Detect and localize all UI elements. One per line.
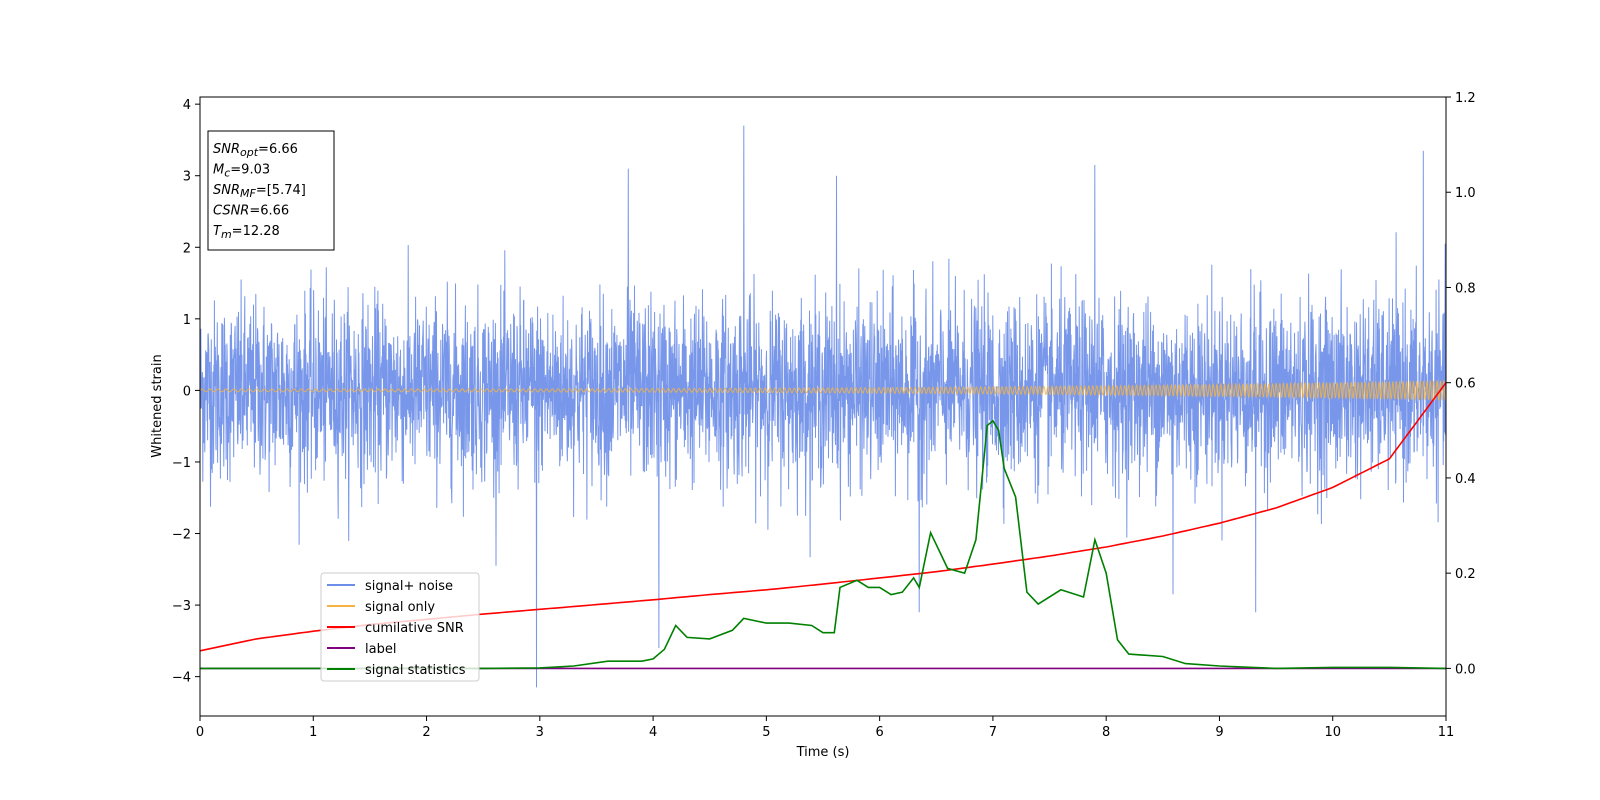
stats-annotation-box: SNRopt=6.66 Mc=9.03 SNRMF=[5.74] CSNR=6.66 T… — [207, 130, 335, 251]
y2-tick-label: 0.0 — [1455, 662, 1476, 677]
y-tick-label: −4 — [172, 671, 191, 686]
legend-entry: cumilative SNR — [365, 621, 464, 636]
series-signal-statistics — [200, 419, 1446, 670]
x-tick-label: 10 — [1324, 725, 1341, 740]
x-tick-label: 2 — [422, 725, 430, 740]
y-tick-label: 0 — [183, 384, 191, 399]
x-axis-label: Time (s) — [796, 745, 850, 760]
x-tick-label: 6 — [875, 725, 883, 740]
y-tick-label: 2 — [183, 241, 191, 256]
legend-entry: signal statistics — [365, 663, 466, 678]
y2-tick-label: 0.2 — [1455, 567, 1476, 582]
x-tick-label: 9 — [1215, 725, 1223, 740]
x-tick-label: 3 — [536, 725, 544, 740]
x-tick-label: 7 — [989, 725, 997, 740]
y2-tick-label: 1.0 — [1455, 186, 1476, 201]
series-signal-only — [200, 379, 1446, 402]
y-tick-label: 3 — [183, 170, 191, 185]
legend-entry: label — [365, 642, 396, 657]
annotation-line: Tm=12.28 — [213, 224, 280, 241]
annotation-line: SNRopt=6.66 — [213, 142, 298, 159]
y-tick-label: −2 — [172, 528, 191, 543]
plot-frame — [199, 96, 1447, 717]
y2-tick-label: 1.2 — [1455, 91, 1476, 106]
annotation-line: SNRMF=[5.74] — [213, 183, 306, 200]
y-axis-label: Whitened strain — [150, 354, 165, 457]
x-axis: 0 1 2 3 4 5 6 7 8 9 10 11 — [196, 716, 1454, 740]
y-axis-right: 0.0 0.2 0.4 0.6 0.8 1.0 1.2 — [1446, 91, 1476, 677]
legend-entry: signal only — [365, 600, 435, 615]
y-tick-label: 4 — [183, 98, 191, 113]
y2-tick-label: 0.8 — [1455, 281, 1476, 296]
x-tick-label: 0 — [196, 725, 204, 740]
series-signal-noise — [200, 125, 1446, 688]
y2-tick-label: 0.6 — [1455, 377, 1476, 392]
x-tick-label: 5 — [762, 725, 770, 740]
y-tick-label: −3 — [172, 599, 191, 614]
annotation-line: Mc=9.03 — [213, 163, 270, 180]
y-tick-label: 1 — [183, 313, 191, 328]
legend-entry: signal+ noise — [365, 579, 453, 594]
legend-frame — [320, 572, 480, 682]
annotation-frame — [207, 130, 335, 251]
annotation-line: CSNR=6.66 — [213, 204, 289, 219]
x-tick-label: 11 — [1438, 725, 1455, 740]
legend: signal+ noise signal only cumilative SNR la… — [320, 572, 480, 682]
x-tick-label: 8 — [1102, 725, 1110, 740]
x-tick-label: 1 — [309, 725, 317, 740]
y2-tick-label: 0.4 — [1455, 472, 1476, 487]
x-tick-label: 4 — [649, 725, 657, 740]
y-axis-left: −4 −3 −2 −1 0 1 2 3 4 — [172, 98, 200, 686]
y-tick-label: −1 — [172, 456, 191, 471]
